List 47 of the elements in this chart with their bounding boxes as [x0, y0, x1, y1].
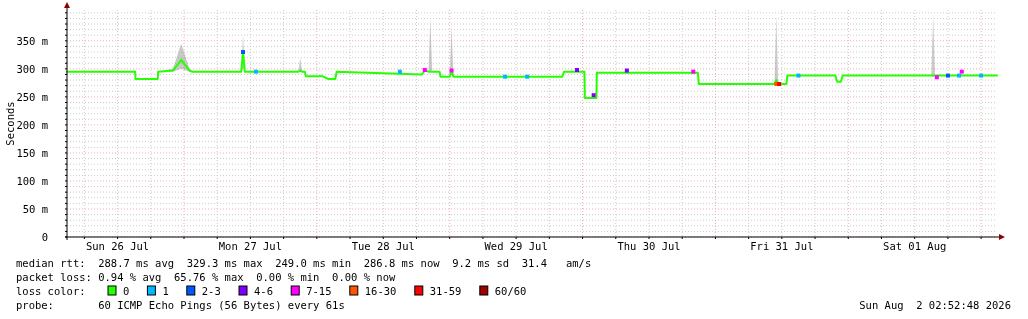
- legend-label: 7-15: [306, 285, 332, 297]
- x-tick-label: Fri 31 Jul: [750, 240, 814, 252]
- y-tick-label: 0: [41, 230, 48, 243]
- x-tick-label: Tue 28 Jul: [351, 240, 415, 252]
- point: [253, 69, 258, 74]
- y-tick-label: 300 m: [16, 62, 48, 75]
- point: [979, 73, 984, 78]
- point: [397, 69, 402, 74]
- x-tick-label: Wed 29 Jul: [484, 240, 548, 252]
- legend-label: 0: [123, 285, 130, 297]
- y-tick-label: 250 m: [16, 90, 48, 103]
- point: [449, 68, 454, 73]
- legend-label: 2-3: [201, 285, 221, 297]
- legend-label: 60/60: [494, 285, 527, 297]
- point: [422, 67, 427, 72]
- text: median rtt: 288.7 ms avg 329.3 ms max 249.0 ms min 286.8 ms now 9.2 ms sd 31.4 am/s: [16, 257, 592, 269]
- legend-label: 1: [162, 285, 169, 297]
- point: [591, 93, 596, 98]
- legend-label: 31-59: [429, 285, 462, 297]
- legend-title: loss color:: [16, 285, 86, 297]
- point: [956, 73, 961, 78]
- point: [959, 69, 964, 74]
- y-tick-label: 50 m: [22, 202, 48, 215]
- point: [945, 73, 950, 78]
- y-axis-title: Seconds: [4, 101, 16, 146]
- y-tick-label: 200 m: [16, 118, 48, 131]
- legend-label: 4-6: [254, 285, 273, 297]
- point: [624, 68, 629, 73]
- point: [691, 69, 696, 74]
- line-series: [66, 51, 998, 99]
- x-tick-label: Sat 01 Aug: [883, 240, 947, 252]
- point: [241, 50, 246, 55]
- point: [796, 73, 801, 78]
- x-tick-label: Thu 30 Jul: [617, 240, 681, 252]
- y-tick-label: 100 m: [16, 174, 48, 187]
- text: packet loss: 0.94 % avg 65.76 % max 0.00 % min 0.00 % now: [16, 271, 396, 283]
- text: Sun Aug 2 02:52:48 2026: [859, 299, 1011, 311]
- point: [934, 75, 939, 80]
- x-tick-label: Mon 27 Jul: [218, 240, 283, 252]
- y-tick-label: 350 m: [16, 34, 48, 47]
- y-tick-label: 150 m: [16, 146, 48, 159]
- point: [503, 74, 508, 79]
- point: [575, 67, 580, 72]
- text: probe: 60 ICMP Echo Pings (56 Bytes) every 61s: [16, 299, 345, 311]
- x-tick-label: Sun 26 Jul: [85, 240, 150, 252]
- legend-label: 16-30: [364, 285, 397, 297]
- point: [525, 74, 530, 79]
